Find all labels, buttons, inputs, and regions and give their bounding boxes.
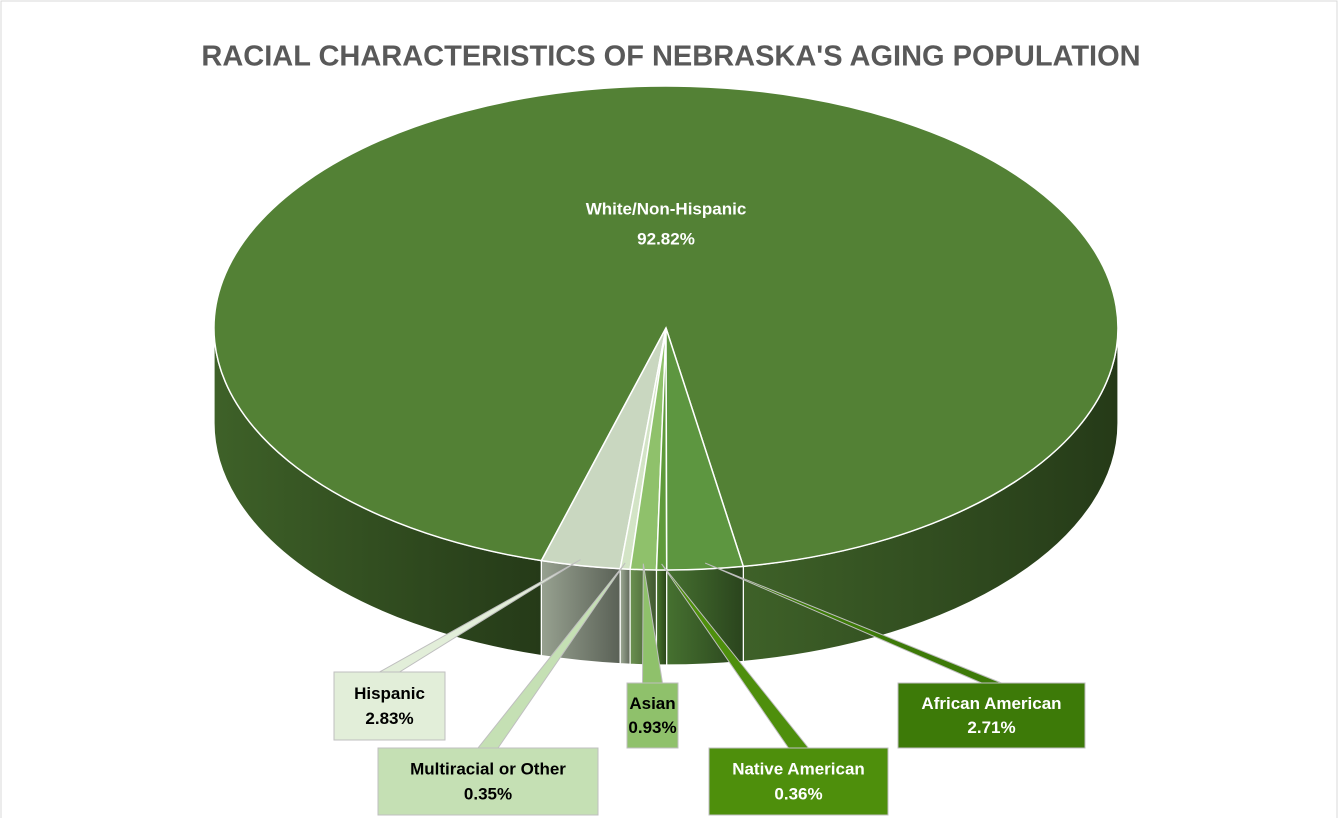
chart-title: RACIAL CHARACTERISTICS OF NEBRASKA'S AGI… [201,41,1140,73]
data-label-name: Hispanic [354,684,425,703]
data-label-name: Native American [732,760,865,779]
data-label-value: 0.36% [774,784,822,803]
pie-tops [213,85,1119,571]
pie-side [619,568,631,665]
data-label-value: 2.83% [365,709,413,728]
data-label-value: 0.35% [464,784,512,803]
pie-side [666,565,744,666]
label-box [333,671,446,741]
data-label-name: African American [921,694,1061,713]
data-label-value: 92.82% [637,229,695,248]
data-label-name: White/Non-Hispanic [586,199,747,218]
label-box [377,747,599,816]
data-labels: White/Non-Hispanic 92.82% Hispanic 2.83% Mul… [333,199,1086,816]
data-label-value: 2.71% [967,718,1015,737]
label-box [626,682,679,749]
label-box [897,682,1086,749]
label-box [708,747,889,816]
pie-side [655,569,668,666]
data-label-value: 0.93% [628,718,676,737]
data-label-name: Multiracial or Other [410,760,566,779]
data-label-name: Asian [629,694,675,713]
pie-slice [213,85,1119,568]
